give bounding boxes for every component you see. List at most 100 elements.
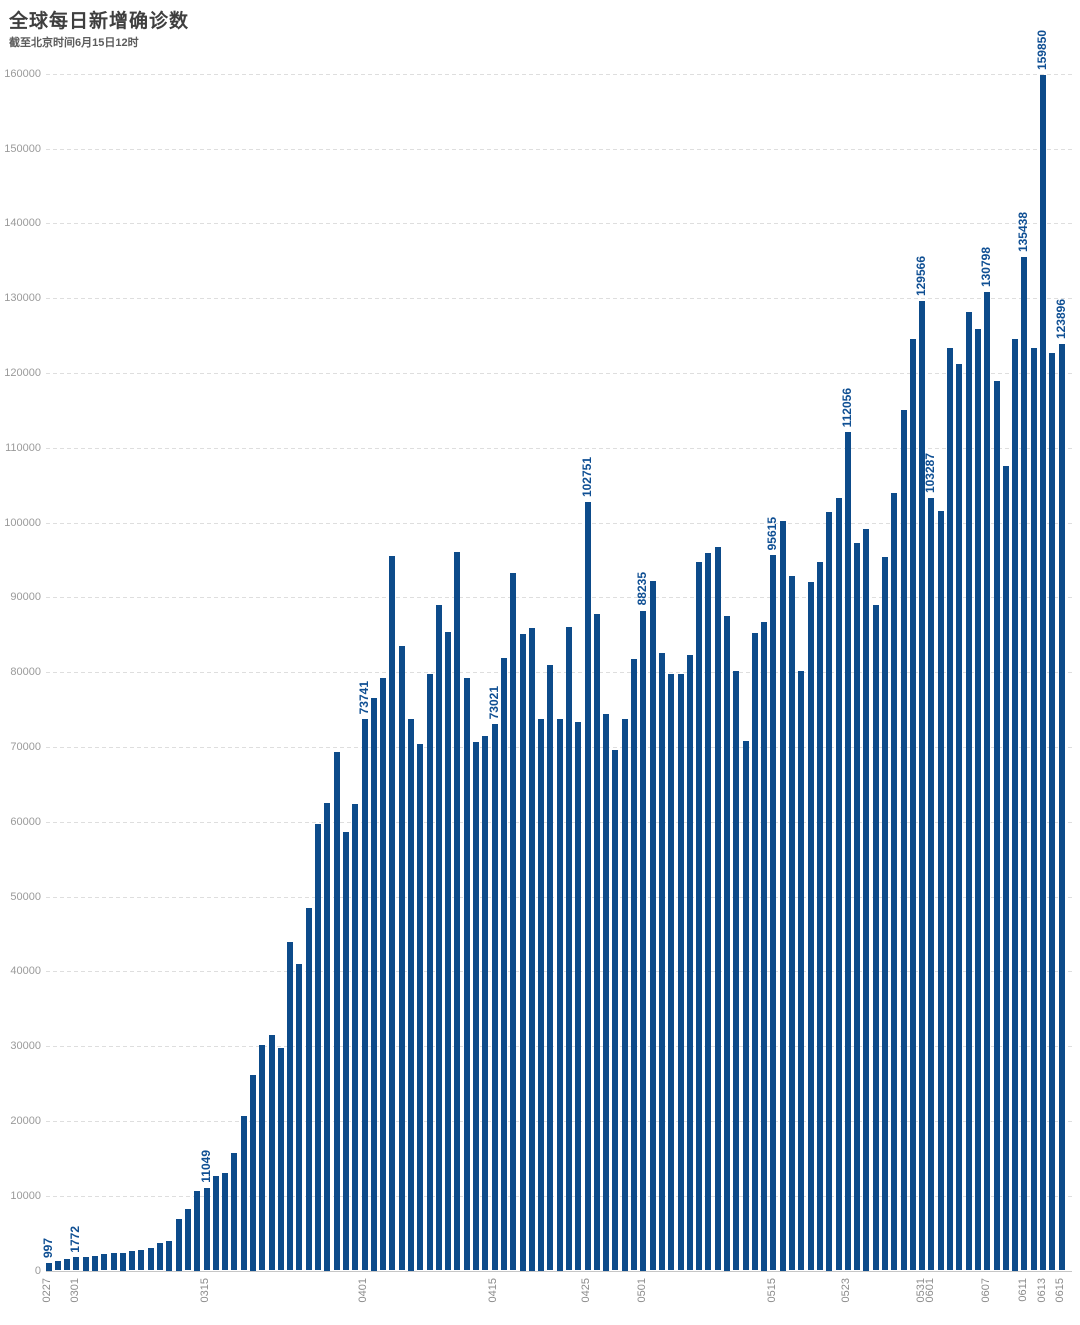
- y-axis-tick-label: 150000: [4, 142, 41, 155]
- bar: [770, 555, 777, 1271]
- bar: [45, 1263, 52, 1271]
- bar: [500, 657, 507, 1271]
- bar: [305, 907, 312, 1271]
- bar: [584, 501, 591, 1271]
- bar: [82, 1257, 89, 1271]
- y-axis-tick-label: 130000: [4, 292, 41, 305]
- x-axis-tick-label: 0615: [1054, 1277, 1066, 1302]
- bar: [668, 674, 675, 1271]
- bar: [212, 1176, 219, 1271]
- x-axis-tick-label: 0425: [580, 1277, 593, 1302]
- bar: [965, 311, 972, 1271]
- bar: [519, 634, 526, 1271]
- bar: [566, 627, 572, 1271]
- bar-value-label: 135438: [1016, 212, 1031, 253]
- x-axis-tick-label: 0515: [765, 1277, 778, 1302]
- y-axis-tick-label: 30000: [10, 1040, 41, 1053]
- bar: [816, 562, 823, 1271]
- bar: [686, 654, 693, 1271]
- bar: [538, 718, 545, 1271]
- bar: [956, 363, 963, 1271]
- x-axis-tick-label: 0301: [68, 1277, 81, 1302]
- bar: [937, 511, 944, 1271]
- x-axis-tick-label: 0401: [357, 1277, 369, 1302]
- bar: [854, 543, 861, 1271]
- gridline: [46, 223, 1072, 225]
- gridline: [46, 372, 1072, 374]
- bar: [482, 735, 489, 1271]
- bar: [361, 718, 368, 1271]
- bar: [315, 823, 321, 1271]
- bar: [454, 551, 461, 1271]
- bar-value-label: 129566: [914, 256, 929, 297]
- bar: [435, 604, 442, 1271]
- bar: [677, 674, 684, 1271]
- bar: [705, 553, 712, 1271]
- bar: [1040, 74, 1046, 1271]
- bar: [528, 628, 535, 1271]
- bar: [640, 610, 647, 1271]
- y-axis-tick-label: 60000: [10, 815, 41, 828]
- bar-value-label: 73741: [356, 680, 371, 714]
- page-title: 全球每日新增确诊数: [9, 11, 190, 32]
- bar: [222, 1173, 229, 1271]
- x-axis-tick-label: 0613: [1035, 1277, 1048, 1302]
- gridline: [46, 148, 1072, 150]
- gridline: [46, 672, 1072, 674]
- y-axis-tick-label: 160000: [4, 67, 41, 80]
- bar: [928, 497, 935, 1271]
- bar-value-label: 130798: [979, 247, 994, 288]
- x-axis-tick-label: 0611: [1016, 1277, 1029, 1302]
- bar: [1049, 352, 1056, 1271]
- gridline: [46, 597, 1072, 599]
- x-axis-tick-label: 0601: [923, 1277, 936, 1302]
- bar: [575, 722, 582, 1271]
- bar: [891, 493, 898, 1271]
- bar: [73, 1257, 80, 1271]
- bar: [333, 752, 340, 1271]
- bar: [380, 678, 387, 1271]
- y-axis-tick-label: 20000: [10, 1114, 41, 1127]
- bar: [658, 653, 665, 1271]
- bar: [807, 582, 814, 1271]
- bar: [919, 301, 926, 1271]
- x-axis-tick-label: 0523: [840, 1277, 853, 1302]
- bar: [1021, 257, 1028, 1271]
- bar: [947, 348, 953, 1271]
- bar: [287, 942, 294, 1271]
- bar: [761, 622, 768, 1271]
- bar-value-label: 95615: [765, 516, 780, 551]
- bar: [119, 1252, 126, 1271]
- bar: [631, 659, 637, 1271]
- bar: [733, 671, 740, 1271]
- bar: [844, 432, 851, 1271]
- bar-value-label: 997: [40, 1237, 55, 1258]
- bar: [184, 1208, 191, 1271]
- chart-subtitle: 截至北京时间6月15日12时: [9, 37, 139, 49]
- bar: [157, 1242, 163, 1271]
- bar: [556, 718, 563, 1271]
- bar: [147, 1247, 154, 1271]
- bar: [872, 604, 879, 1271]
- bar: [696, 562, 703, 1271]
- x-axis-tick-label: 0501: [635, 1277, 648, 1302]
- bar: [324, 803, 331, 1271]
- gridline: [46, 522, 1072, 524]
- bar: [491, 724, 498, 1271]
- x-axis-tick-label: 0607: [979, 1277, 992, 1302]
- bar: [370, 697, 377, 1271]
- y-axis-tick-label: 70000: [10, 740, 41, 753]
- bar-value-label: 102751: [579, 456, 594, 497]
- bar-value-label: 123896: [1053, 298, 1068, 339]
- x-axis-tick-label: 0415: [487, 1277, 500, 1302]
- bar: [835, 497, 842, 1271]
- bar: [742, 740, 749, 1271]
- bar: [259, 1044, 266, 1271]
- bar: [612, 749, 619, 1271]
- bar: [296, 963, 303, 1271]
- y-axis-tick-label: 80000: [10, 666, 41, 679]
- bar: [603, 714, 610, 1271]
- bar-value-label: 73021: [486, 685, 501, 720]
- bar: [194, 1190, 201, 1271]
